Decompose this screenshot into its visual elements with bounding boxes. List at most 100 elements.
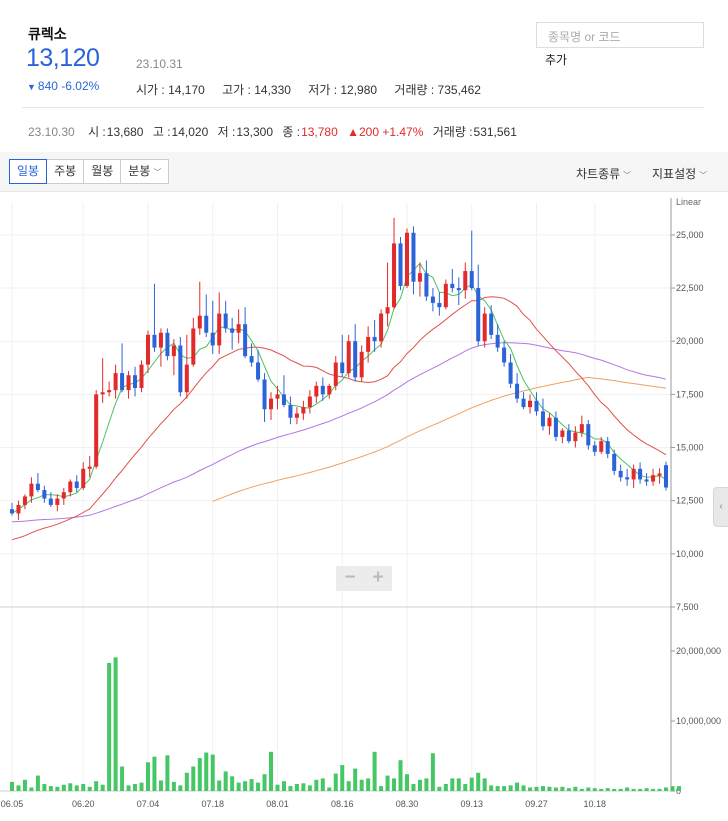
candle-body [87, 466, 92, 469]
tab-daily[interactable]: 일봉 [9, 159, 48, 184]
volume-bar [22, 779, 27, 791]
date-tick-label: 06.05 [1, 799, 24, 809]
volume-bar [243, 781, 248, 791]
chart-type-dropdown[interactable]: 차트종류 ﹀ [576, 165, 631, 182]
candle-body [353, 341, 358, 378]
volume-bar [618, 788, 623, 791]
candle-body [379, 313, 384, 342]
volume-bar [534, 786, 539, 791]
price-tick-label: 12,500 [676, 496, 704, 506]
volume-bar [217, 780, 222, 791]
volume-bar [120, 766, 125, 791]
volume-bar [197, 758, 202, 791]
price-date: 23.10.31 [136, 57, 183, 71]
volume-tick-label: 10,000,000 [676, 716, 721, 726]
candle-body [573, 432, 578, 442]
tab-minute[interactable]: 분봉 ﹀ [120, 159, 170, 184]
volume-bar [495, 786, 500, 791]
volume-bar [456, 778, 461, 791]
stock-chart-svg[interactable]: Linear 25,000 22,500 20,000 17,500 15,000 12,5… [0, 193, 728, 821]
candle-body [178, 345, 183, 393]
candle-body [294, 413, 299, 418]
candle-body [217, 313, 222, 346]
volume-bar [249, 779, 254, 791]
volume-bar [476, 772, 481, 791]
volume-bar [437, 786, 442, 791]
candle-body [430, 296, 435, 303]
candle-body [521, 398, 526, 408]
tab-weekly[interactable]: 주봉 [46, 159, 85, 184]
candle-body [48, 498, 53, 505]
stock-search-input[interactable]: 종목명 or 코드 [536, 22, 704, 48]
candle-body [476, 288, 481, 342]
price-tick-label: 10,000 [676, 549, 704, 559]
volume-bar [16, 785, 21, 791]
volume-bar [353, 768, 358, 791]
stock-name: 큐렉소 [28, 26, 67, 42]
price-tick-label: 7,500 [676, 602, 699, 612]
volume-bar [171, 781, 176, 791]
volume-bar [61, 784, 66, 791]
volume-bar [184, 772, 189, 791]
ma60-line [11, 342, 667, 523]
volume-bar [663, 787, 669, 791]
date-tick-label: 06.20 [72, 799, 95, 809]
volume-bar [307, 785, 312, 791]
volume-bar [515, 782, 520, 791]
candle-body [469, 271, 474, 289]
candle-body [74, 481, 79, 488]
add-button[interactable]: 추가 [545, 53, 568, 67]
prev-open: 13,680 [106, 125, 144, 139]
period-tabs: 일봉 주봉 월봉 분봉 ﹀ [9, 159, 170, 184]
candle-body [644, 479, 649, 482]
volume-bar [113, 657, 118, 791]
volume-bar [333, 773, 338, 791]
candle-body [443, 283, 448, 308]
volume-bar [100, 784, 105, 791]
volume-bar [443, 784, 448, 791]
price-change-value: 840 -6.02% [37, 79, 100, 93]
candle-body [61, 492, 66, 499]
price-tick-label: 25,000 [676, 230, 704, 240]
date-tick-label: 07.18 [201, 799, 224, 809]
side-panel-toggle[interactable]: ‹ [713, 487, 728, 527]
chevron-down-icon: ﹀ [699, 171, 708, 180]
tab-monthly[interactable]: 월봉 [83, 159, 122, 184]
candle-body [651, 475, 656, 482]
volume-bar [482, 778, 487, 791]
zoom-out-button[interactable]: − [344, 567, 356, 588]
volume-bar [372, 751, 377, 791]
chart-toolbar: 일봉 주봉 월봉 분봉 ﹀ 차트종류 ﹀ 지표설정 ﹀ [0, 152, 728, 192]
candle-body [392, 243, 397, 308]
volume-bar [165, 755, 170, 791]
chart-area[interactable]: Linear 25,000 22,500 20,000 17,500 15,000 12,5… [0, 193, 728, 821]
prev-volume-label: 거래량 : [432, 125, 473, 139]
candle-body [9, 509, 15, 514]
indicator-settings-dropdown[interactable]: 지표설정 ﹀ [652, 165, 707, 182]
zoom-in-button[interactable]: + [372, 567, 384, 588]
prev-high-label: 고 : [152, 125, 171, 139]
volume-tick-label: 20,000,000 [676, 646, 721, 656]
date-tick-label: 10.18 [584, 799, 607, 809]
volume-bar [657, 788, 662, 791]
date-tick-label: 08.16 [331, 799, 354, 809]
prev-change: ▲200 +1.47% [347, 125, 424, 139]
previous-day-summary: 23.10.30 시 :13,680 고 :14,020 저 :13,300 종… [28, 123, 523, 140]
trade-volume: 거래량 : 735,462 [394, 83, 481, 97]
volume-bar [560, 786, 565, 791]
candle-body [508, 362, 513, 384]
candle-body [495, 334, 500, 348]
volume-bar [599, 788, 604, 791]
volume-bar [450, 778, 455, 791]
volume-bar [55, 786, 60, 791]
volume-bar [379, 786, 384, 791]
candle-body [560, 430, 565, 437]
candle-body [586, 424, 591, 446]
candle-body [243, 324, 248, 357]
candle-body [592, 445, 597, 452]
volume-bar [210, 754, 215, 791]
tab-minute-label: 분봉 [128, 164, 151, 178]
volume-bar [392, 778, 397, 791]
chart-background [0, 193, 728, 821]
candle-body [456, 288, 461, 291]
